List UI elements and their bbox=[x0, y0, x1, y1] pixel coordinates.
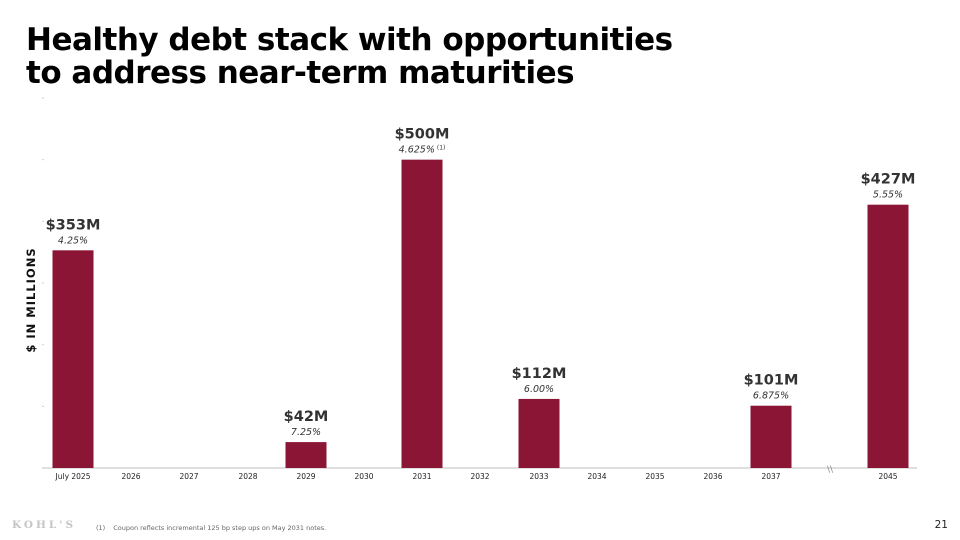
x-tick-label: 2030 bbox=[354, 472, 373, 481]
value-label: $101M bbox=[744, 373, 799, 389]
x-tick-label: 2036 bbox=[703, 472, 722, 481]
axis-break-marker: \\ bbox=[827, 465, 834, 475]
x-tick-label: 2029 bbox=[296, 472, 315, 481]
coupon-label: 6.00% bbox=[524, 384, 554, 395]
coupon-label: 5.55% bbox=[873, 190, 903, 201]
x-tick-label: 2027 bbox=[179, 472, 198, 481]
footnote-text: Coupon reflects incremental 125 bp step … bbox=[113, 524, 327, 532]
x-tick-label: 2032 bbox=[470, 472, 489, 481]
bar-2045 bbox=[867, 204, 909, 468]
title-line-2: to address near-term maturities bbox=[26, 55, 575, 91]
value-label: $112M bbox=[512, 366, 567, 382]
x-tick-label: 2034 bbox=[587, 472, 606, 481]
bar-2031 bbox=[401, 159, 443, 468]
kohls-logo: KOHL'S bbox=[12, 519, 77, 531]
bar-2037 bbox=[750, 405, 792, 468]
value-label: $500M bbox=[395, 127, 450, 143]
x-tick-label: 2028 bbox=[238, 472, 257, 481]
footnote-marker: (1) bbox=[96, 524, 106, 532]
coupon-label: 4.625% (1) bbox=[399, 145, 446, 156]
x-tick-label: 2031 bbox=[412, 472, 431, 481]
x-tick-label: 2045 bbox=[878, 472, 897, 481]
bar-2033 bbox=[518, 398, 560, 468]
page-number: 21 bbox=[934, 519, 948, 531]
value-label: $353M bbox=[46, 217, 101, 233]
x-tick-label: 2037 bbox=[761, 472, 780, 481]
coupon-label: 4.25% bbox=[58, 235, 88, 246]
coupon-label: 7.25% bbox=[291, 427, 321, 438]
footnote: (1) Coupon reflects incremental 125 bp st… bbox=[96, 524, 326, 532]
title-line-1: Healthy debt stack with opportunities bbox=[26, 22, 673, 58]
value-label: $42M bbox=[284, 409, 329, 425]
value-label: $427M bbox=[861, 172, 916, 188]
bar-2029 bbox=[285, 442, 327, 468]
bar-july-2025 bbox=[52, 250, 94, 468]
x-tick-label: 2026 bbox=[121, 472, 140, 481]
coupon-label: 6.875% bbox=[753, 391, 789, 402]
x-tick-label: 2033 bbox=[529, 472, 548, 481]
x-tick-label: July 2025 bbox=[55, 472, 91, 481]
x-tick-label: 2035 bbox=[645, 472, 664, 481]
coupon-footnote-ref: (1) bbox=[437, 145, 446, 152]
page-title: Healthy debt stack with opportunities to… bbox=[26, 24, 726, 90]
